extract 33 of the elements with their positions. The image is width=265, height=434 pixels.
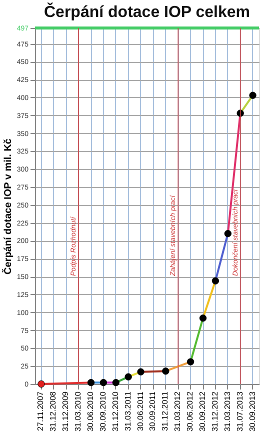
point [224,230,232,238]
x-tick-label: 30.06.2010 [86,390,95,432]
x-tick-label: 31.12.2010 [110,390,120,432]
x-tick-label: 30.09.2011 [148,390,158,431]
point [87,378,95,386]
point [212,277,220,284]
x-tick-label: 30.06.2011 [136,390,145,431]
point [236,110,244,117]
point [137,368,144,376]
point [199,314,207,322]
point [186,358,194,366]
x-tick-label: 31.03.2010 [74,390,83,432]
x-tick-label: 31.12.2012 [210,390,220,432]
point [38,380,45,388]
point [249,92,256,99]
x-tick-label: 31.03.2012 [173,390,182,432]
y-axis-title: Čerpání dotace IOP v mil. Kč [2,138,14,274]
point [100,378,108,386]
point [124,373,132,380]
x-tick-label: 30.09.2012 [198,390,207,432]
x-tick-label: 27.11.2007 [36,390,46,431]
x-tick-label: 30.09.2013 [248,390,257,432]
x-tick-label: 31.07.2013 [235,390,244,432]
x-tick-label: 31.12.2009 [61,390,70,432]
x-tick-label: 31.12.2011 [160,390,170,431]
x-tick-label: 30.09.2010 [98,390,108,432]
x-tick-label: 31.12.2008 [48,390,58,432]
point [162,368,170,375]
x-tick-label: 31.03.2011 [123,390,132,431]
point [112,378,120,386]
x-tick-label: 31.03.2013 [222,390,232,432]
chart-title: Čerpání dotace IOP celkem [44,2,250,21]
x-tick-label: 30.06.2012 [186,390,195,432]
